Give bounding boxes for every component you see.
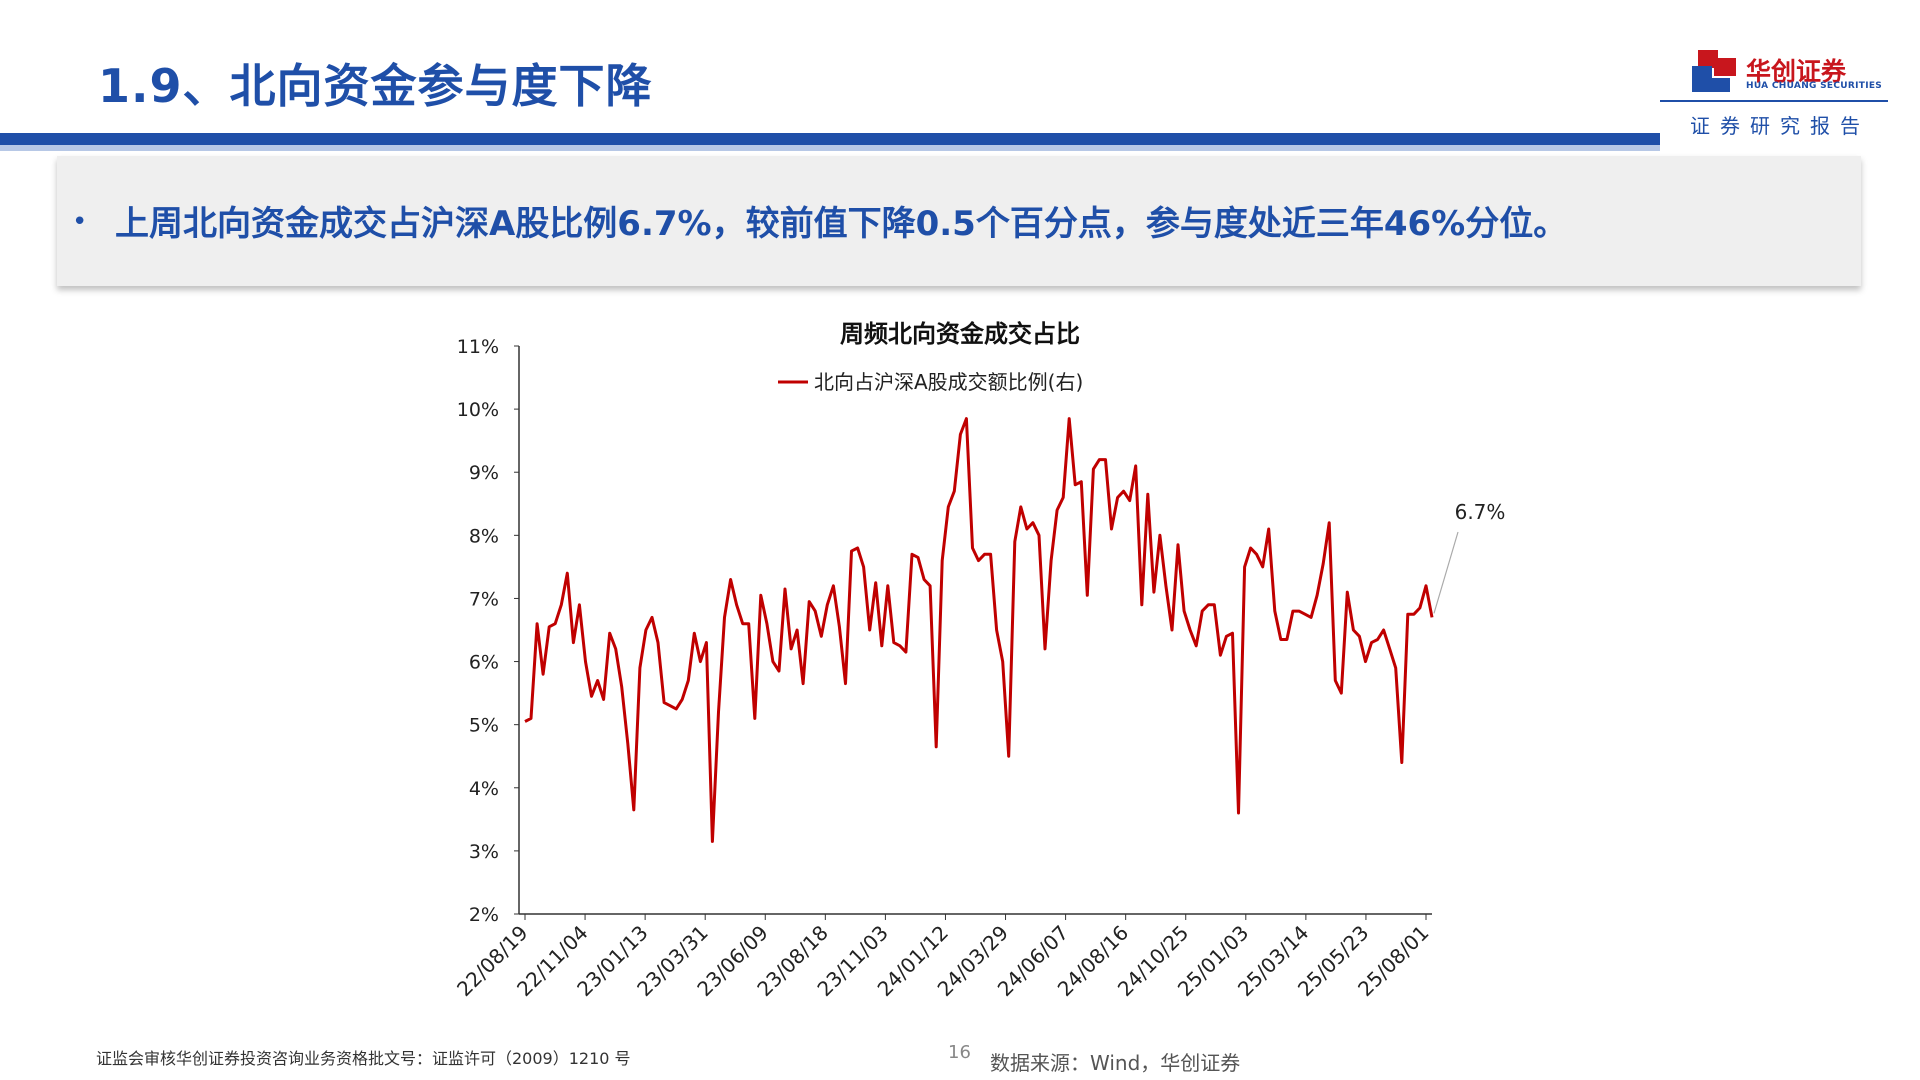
header-band-light xyxy=(0,145,1660,151)
header-band-blue xyxy=(0,133,1660,145)
annotation-label: 6.7% xyxy=(1455,500,1506,524)
y-axis: 11% 10% 9% 8% 7% 6% 5% 4% 3% 2% xyxy=(457,336,520,926)
summary-bullet: • xyxy=(72,207,88,237)
annotation-leader-line xyxy=(1433,531,1459,614)
y-tick-label: 11% xyxy=(457,336,499,358)
report-tagline: 证券研究报告 xyxy=(1690,114,1870,138)
x-axis: 22/08/1922/11/0423/01/1323/03/3123/06/09… xyxy=(452,913,1434,1001)
logo-name: 华创证券 xyxy=(1746,57,1847,86)
summary-text: 上周北向资金成交占沪深A股比例6.7%，较前值下降0.5个百分点，参与度处近三年… xyxy=(115,204,1568,244)
y-tick-label: 5% xyxy=(469,715,499,737)
data-source: 数据来源：Wind，华创证券 xyxy=(990,1051,1241,1075)
footer-disclaimer: 证监会审核华创证券投资咨询业务资格批文号：证监许可（2009）1210 号 xyxy=(96,1049,631,1068)
plot-area: 6.7% xyxy=(524,417,1506,843)
y-tick-label: 6% xyxy=(469,652,499,674)
chart-title: 周频北向资金成交占比 xyxy=(840,319,1080,348)
y-tick-label: 7% xyxy=(469,588,499,610)
y-tick-label: 10% xyxy=(457,399,499,421)
y-tick-label: 4% xyxy=(469,778,499,800)
legend-label: 北向占沪深A股成交额比例(右) xyxy=(814,370,1083,394)
y-tick-label: 3% xyxy=(469,841,499,863)
company-logo: 华创证券 HUA CHUANG SECURITIES xyxy=(1690,50,1890,96)
y-tick-label: 8% xyxy=(469,525,499,547)
summary-box xyxy=(57,156,1861,286)
chart-legend: 北向占沪深A股成交额比例(右) xyxy=(778,370,1083,394)
northbound-turnover-chart: 周频北向资金成交占比 北向占沪深A股成交额比例(右) 11% 10% 9% 8% 7% 6… xyxy=(452,319,1506,1001)
logo-mark-icon xyxy=(1692,50,1736,92)
y-tick-label: 9% xyxy=(469,462,499,484)
logo-english-name: HUA CHUANG SECURITIES xyxy=(1746,81,1883,91)
header-band xyxy=(0,133,1660,151)
page-number: 16 xyxy=(948,1042,971,1063)
page-title: 1.9、北向资金参与度下降 xyxy=(98,59,653,113)
logo-divider xyxy=(1660,100,1888,102)
y-tick-label: 2% xyxy=(469,904,499,926)
series-line-northbound-ratio xyxy=(524,417,1434,843)
